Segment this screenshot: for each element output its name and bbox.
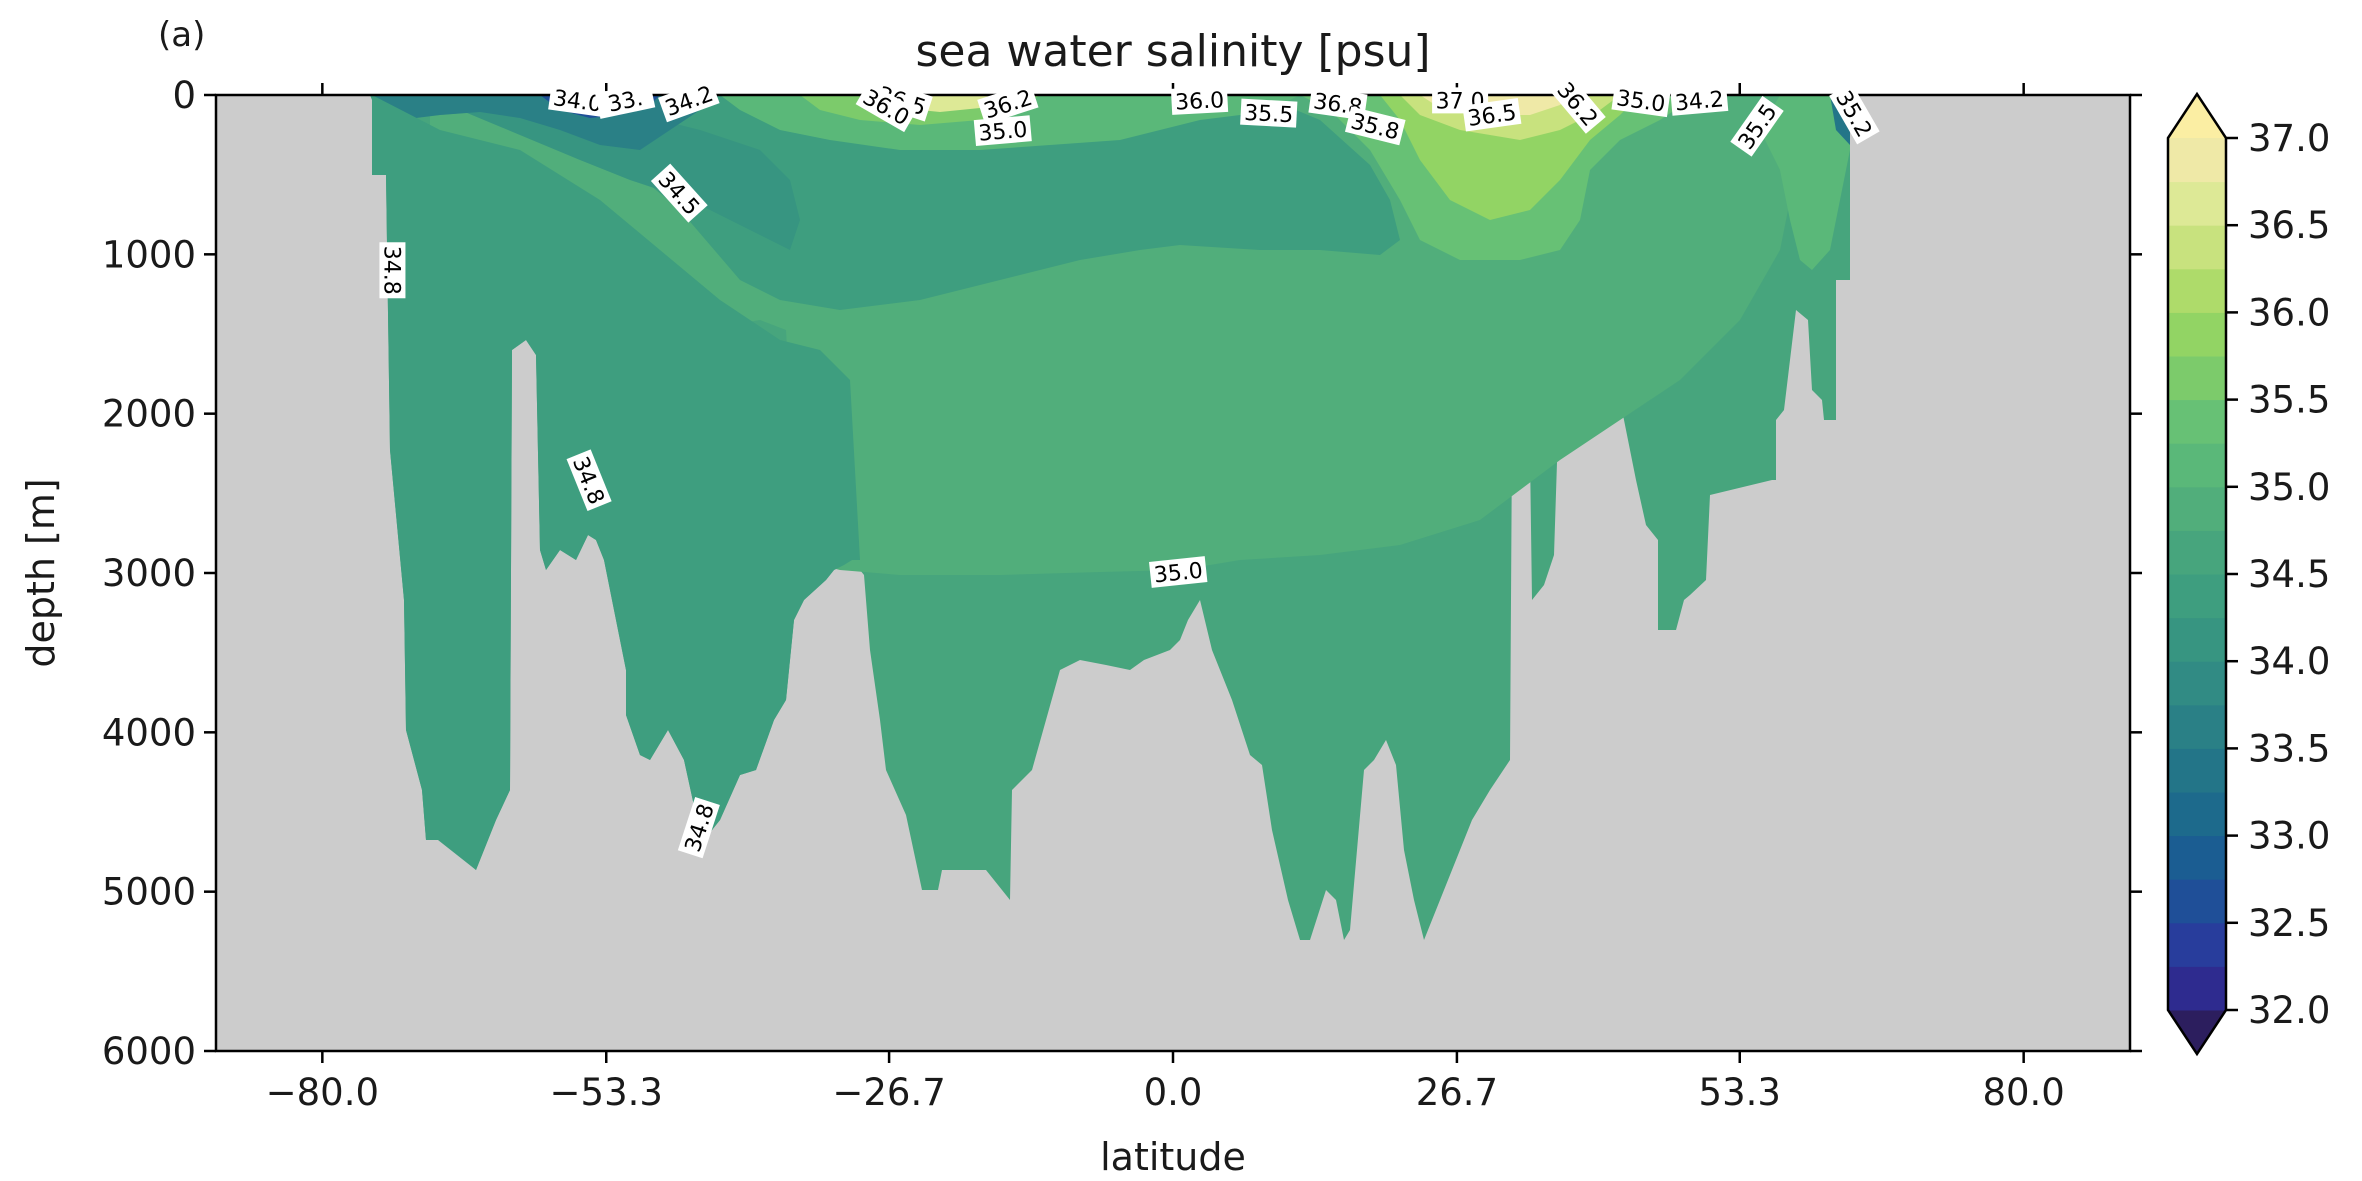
colorbar-tick-label: 35.5 (2248, 379, 2330, 422)
contour-label-text: 35.0 (977, 118, 1028, 147)
colorbar-bin (2168, 530, 2226, 575)
colorbar-bin (2168, 922, 2226, 967)
colorbar-tick-label: 34.0 (2248, 640, 2330, 683)
x-tick-label: 26.7 (1416, 1071, 1498, 1114)
contour-label-bg (855, 81, 918, 133)
y-tick-label: 6000 (102, 1030, 196, 1073)
colorbar-tick-label: 33.0 (2248, 815, 2330, 858)
colorbar-bin (2168, 835, 2226, 880)
x-tick-label: −80.0 (266, 1071, 379, 1114)
contour-label: 34.2 (1670, 84, 1729, 116)
chart-title: sea water salinity [psu] (915, 26, 1430, 77)
colorbar-tick-label: 36.5 (2248, 204, 2330, 247)
contour-label-text: 36.0 (1174, 88, 1224, 116)
y-tick-label: 0 (172, 74, 196, 117)
colorbar-bin (2168, 312, 2226, 357)
contour-label-bg (973, 115, 1032, 147)
contour-labels: 34.033.34.234.534.834.834.836.536.036.23… (378, 74, 1880, 859)
contour-label-bg (1670, 84, 1729, 116)
contour-label: 34.8 (378, 242, 406, 299)
contour-label-bg (595, 81, 656, 119)
y-tick-label: 5000 (102, 871, 196, 914)
colorbar-tick-label: 35.0 (2248, 466, 2330, 509)
contour-label-bg (1730, 95, 1784, 157)
contour-label-bg (871, 79, 933, 122)
colorbar-bin (2168, 966, 2226, 1011)
colorbar-tick-label: 32.5 (2248, 902, 2330, 945)
x-tick-label: 80.0 (1982, 1071, 2064, 1114)
contour-label-text: 34.2 (1674, 87, 1725, 116)
contour-label-text: 35.5 (1244, 101, 1294, 129)
y-axis-label: depth [m] (19, 478, 63, 667)
contour-label-bg (1149, 556, 1208, 588)
plot-area (214, 93, 2132, 1053)
y-axis-ticks: 0 1000 2000 3000 4000 5000 6000 (102, 74, 2142, 1073)
colorbar-extend-max (2168, 94, 2226, 138)
contour-label: 37.0 (1432, 87, 1489, 114)
x-tick-label: 0.0 (1144, 1071, 1203, 1114)
contour-label-bg (379, 242, 406, 299)
contour-label-bg (1240, 98, 1298, 128)
colorbar-bin (2168, 181, 2226, 226)
x-tick-label: −26.7 (832, 1071, 945, 1114)
colorbar-tick-label: 34.5 (2248, 553, 2330, 596)
contour-label-bg (1829, 82, 1880, 145)
panel-label: (a) (158, 15, 205, 55)
colorbar-bin (2168, 486, 2226, 531)
contour-label: 35.5 (1240, 98, 1298, 129)
contour-label-bg (548, 83, 608, 118)
colorbar-bin (2168, 443, 2226, 488)
x-axis-ticks: −80.0 −53.3 −26.7 0.0 26.7 53.3 80.0 (266, 83, 2065, 1114)
colorbar-bin (2168, 225, 2226, 270)
ocean-nordic-water (1760, 95, 1850, 270)
x-tick-label: 53.3 (1699, 1071, 1781, 1114)
contour-label-bg (566, 449, 612, 512)
contour-label-text: 34.8 (378, 246, 403, 295)
ocean-aaiw-core (390, 100, 800, 250)
y-tick-label: 2000 (102, 393, 196, 436)
colorbar-bin (2168, 138, 2226, 183)
ocean-southern-water (372, 95, 860, 870)
colorbar-bin (2168, 356, 2226, 401)
colorbar-bin (2168, 399, 2226, 444)
contour-label-bg (650, 163, 708, 223)
contour-label-bg (1170, 85, 1229, 115)
colorbar-bin (2168, 748, 2226, 793)
contour-label-text: 35.0 (1153, 559, 1204, 589)
contour-label-bg (977, 82, 1039, 125)
colorbar-tick-label: 33.5 (2248, 727, 2330, 770)
colorbar-bin (2168, 661, 2226, 706)
colorbar-bin (2168, 704, 2226, 749)
colorbar-tick-label: 37.0 (2248, 117, 2330, 160)
contour-label-bg (1549, 74, 1606, 134)
contour-label-bg (1611, 83, 1671, 118)
contour-label-bg (658, 78, 720, 123)
contour-label: 36.0 (1170, 85, 1229, 116)
y-tick-label: 4000 (102, 711, 196, 754)
x-axis-label: latitude (1100, 1135, 1246, 1179)
ocean-salty-north (1380, 95, 1640, 220)
x-tick-label: −53.3 (550, 1071, 663, 1114)
colorbar-extend-min (2168, 1010, 2226, 1054)
colorbar-bin (2168, 574, 2226, 619)
colorbar-bin (2168, 617, 2226, 662)
colorbar-bin (2168, 879, 2226, 924)
y-tick-label: 1000 (102, 233, 196, 276)
colorbar-bin (2168, 792, 2226, 837)
colorbar: 32.0 32.5 33.0 33.5 34.0 34.5 35.0 35.5 36.0 36.5… (2166, 91, 2330, 1057)
colorbar-tick-label: 32.0 (2248, 989, 2330, 1032)
colorbar-bin (2168, 268, 2226, 313)
contour-label-bg (677, 796, 720, 859)
colorbar-tick-label: 36.0 (2248, 291, 2330, 334)
contour-label: 35.0 (1149, 556, 1208, 589)
contour-label-bg (1344, 106, 1406, 146)
contour-label: 35.0 (973, 115, 1032, 147)
ocean-field (370, 95, 1850, 940)
y-tick-label: 3000 (102, 552, 196, 595)
contour-label-bg (1462, 97, 1522, 132)
